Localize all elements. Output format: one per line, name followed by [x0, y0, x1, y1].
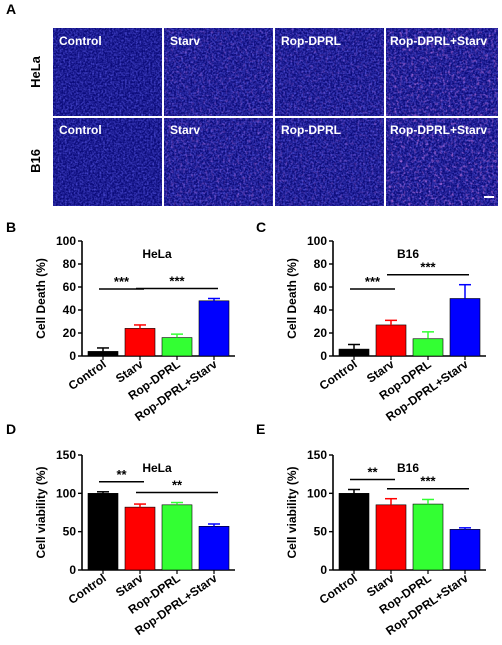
y-tick-label: 100: [56, 234, 76, 248]
micrograph-tile: Control: [53, 28, 162, 116]
significance-label: ***: [420, 474, 436, 489]
significance-label: ***: [420, 260, 436, 275]
micrograph-tile: Rop-DPRL+Starv: [386, 28, 498, 116]
micrograph-tile: Rop-DPRL: [275, 118, 384, 206]
y-tick-label: 20: [314, 326, 328, 340]
bar: [198, 300, 230, 357]
y-axis-label: Cell viability (%): [34, 466, 48, 558]
row-label-b16: B16: [28, 149, 43, 173]
micrograph-tile: Rop-DPRL+Starv: [386, 118, 498, 206]
y-tick-label: 100: [307, 486, 327, 500]
bar: [375, 504, 407, 571]
bar: [412, 503, 444, 571]
chart-title: B16: [397, 461, 419, 475]
y-tick-label: 50: [63, 525, 77, 539]
chart-title: HeLa: [142, 247, 172, 261]
bar: [87, 493, 119, 571]
y-tick-label: 100: [56, 486, 76, 500]
row-label-hela: HeLa: [28, 55, 43, 88]
micrograph-tile: Control: [53, 118, 162, 206]
y-tick-label: 0: [320, 349, 327, 363]
y-tick-label: 150: [56, 448, 76, 462]
y-tick-label: 50: [314, 525, 328, 539]
bar: [161, 337, 193, 357]
micrograph-label: Rop-DPRL: [281, 34, 341, 48]
chart-title: B16: [397, 247, 419, 261]
micrograph-label: Rop-DPRL+Starv: [390, 123, 487, 137]
bar: [338, 348, 370, 357]
y-tick-label: 80: [63, 257, 77, 271]
bar: [87, 351, 119, 357]
y-tick-label: 0: [69, 563, 76, 577]
y-axis-label: Cell Death (%): [285, 258, 299, 339]
y-axis-label: Cell viability (%): [285, 466, 299, 558]
significance-label: ***: [169, 274, 185, 289]
y-axis-label: Cell Death (%): [34, 258, 48, 339]
micrograph-tile: Starv: [164, 118, 273, 206]
significance-label: **: [172, 478, 183, 493]
micrograph-tile: Rop-DPRL: [275, 28, 384, 116]
y-tick-label: 20: [63, 326, 77, 340]
significance-label: **: [116, 467, 127, 482]
bar: [449, 529, 481, 571]
bar: [449, 298, 481, 357]
y-tick-label: 40: [314, 303, 328, 317]
y-tick-label: 0: [69, 349, 76, 363]
micrograph-label: Rop-DPRL+Starv: [390, 34, 487, 48]
micrograph-label: Starv: [170, 123, 200, 137]
bar: [412, 338, 444, 357]
y-tick-label: 150: [307, 448, 327, 462]
y-tick-label: 100: [307, 234, 327, 248]
significance-label: ***: [114, 274, 130, 289]
y-tick-label: 0: [320, 563, 327, 577]
y-tick-label: 80: [314, 257, 328, 271]
bar: [161, 504, 193, 571]
bar: [124, 328, 156, 357]
panel-letter-e: E: [256, 421, 265, 437]
y-tick-label: 40: [63, 303, 77, 317]
chart-title: HeLa: [142, 461, 172, 475]
micrograph-tile: Starv: [164, 28, 273, 116]
panel-letter-b: B: [6, 219, 16, 235]
panel-letter-a: A: [6, 1, 16, 17]
bar: [124, 506, 156, 571]
bar: [338, 493, 370, 571]
micrograph-label: Control: [59, 123, 102, 137]
bar: [198, 525, 230, 571]
bar: [375, 324, 407, 357]
significance-label: **: [367, 465, 378, 480]
micrograph-label: Rop-DPRL: [281, 123, 341, 137]
micrograph-label: Control: [59, 34, 102, 48]
significance-label: ***: [365, 274, 381, 289]
y-tick-label: 60: [314, 280, 328, 294]
micrograph-label: Starv: [170, 34, 200, 48]
micrograph-grid: Control Starv Rop-DPRL Rop-DPRL+Starv Co…: [53, 28, 498, 206]
panel-letter-d: D: [6, 421, 16, 437]
panel-letter-c: C: [256, 219, 266, 235]
scale-bar: [484, 196, 494, 198]
y-tick-label: 60: [63, 280, 77, 294]
